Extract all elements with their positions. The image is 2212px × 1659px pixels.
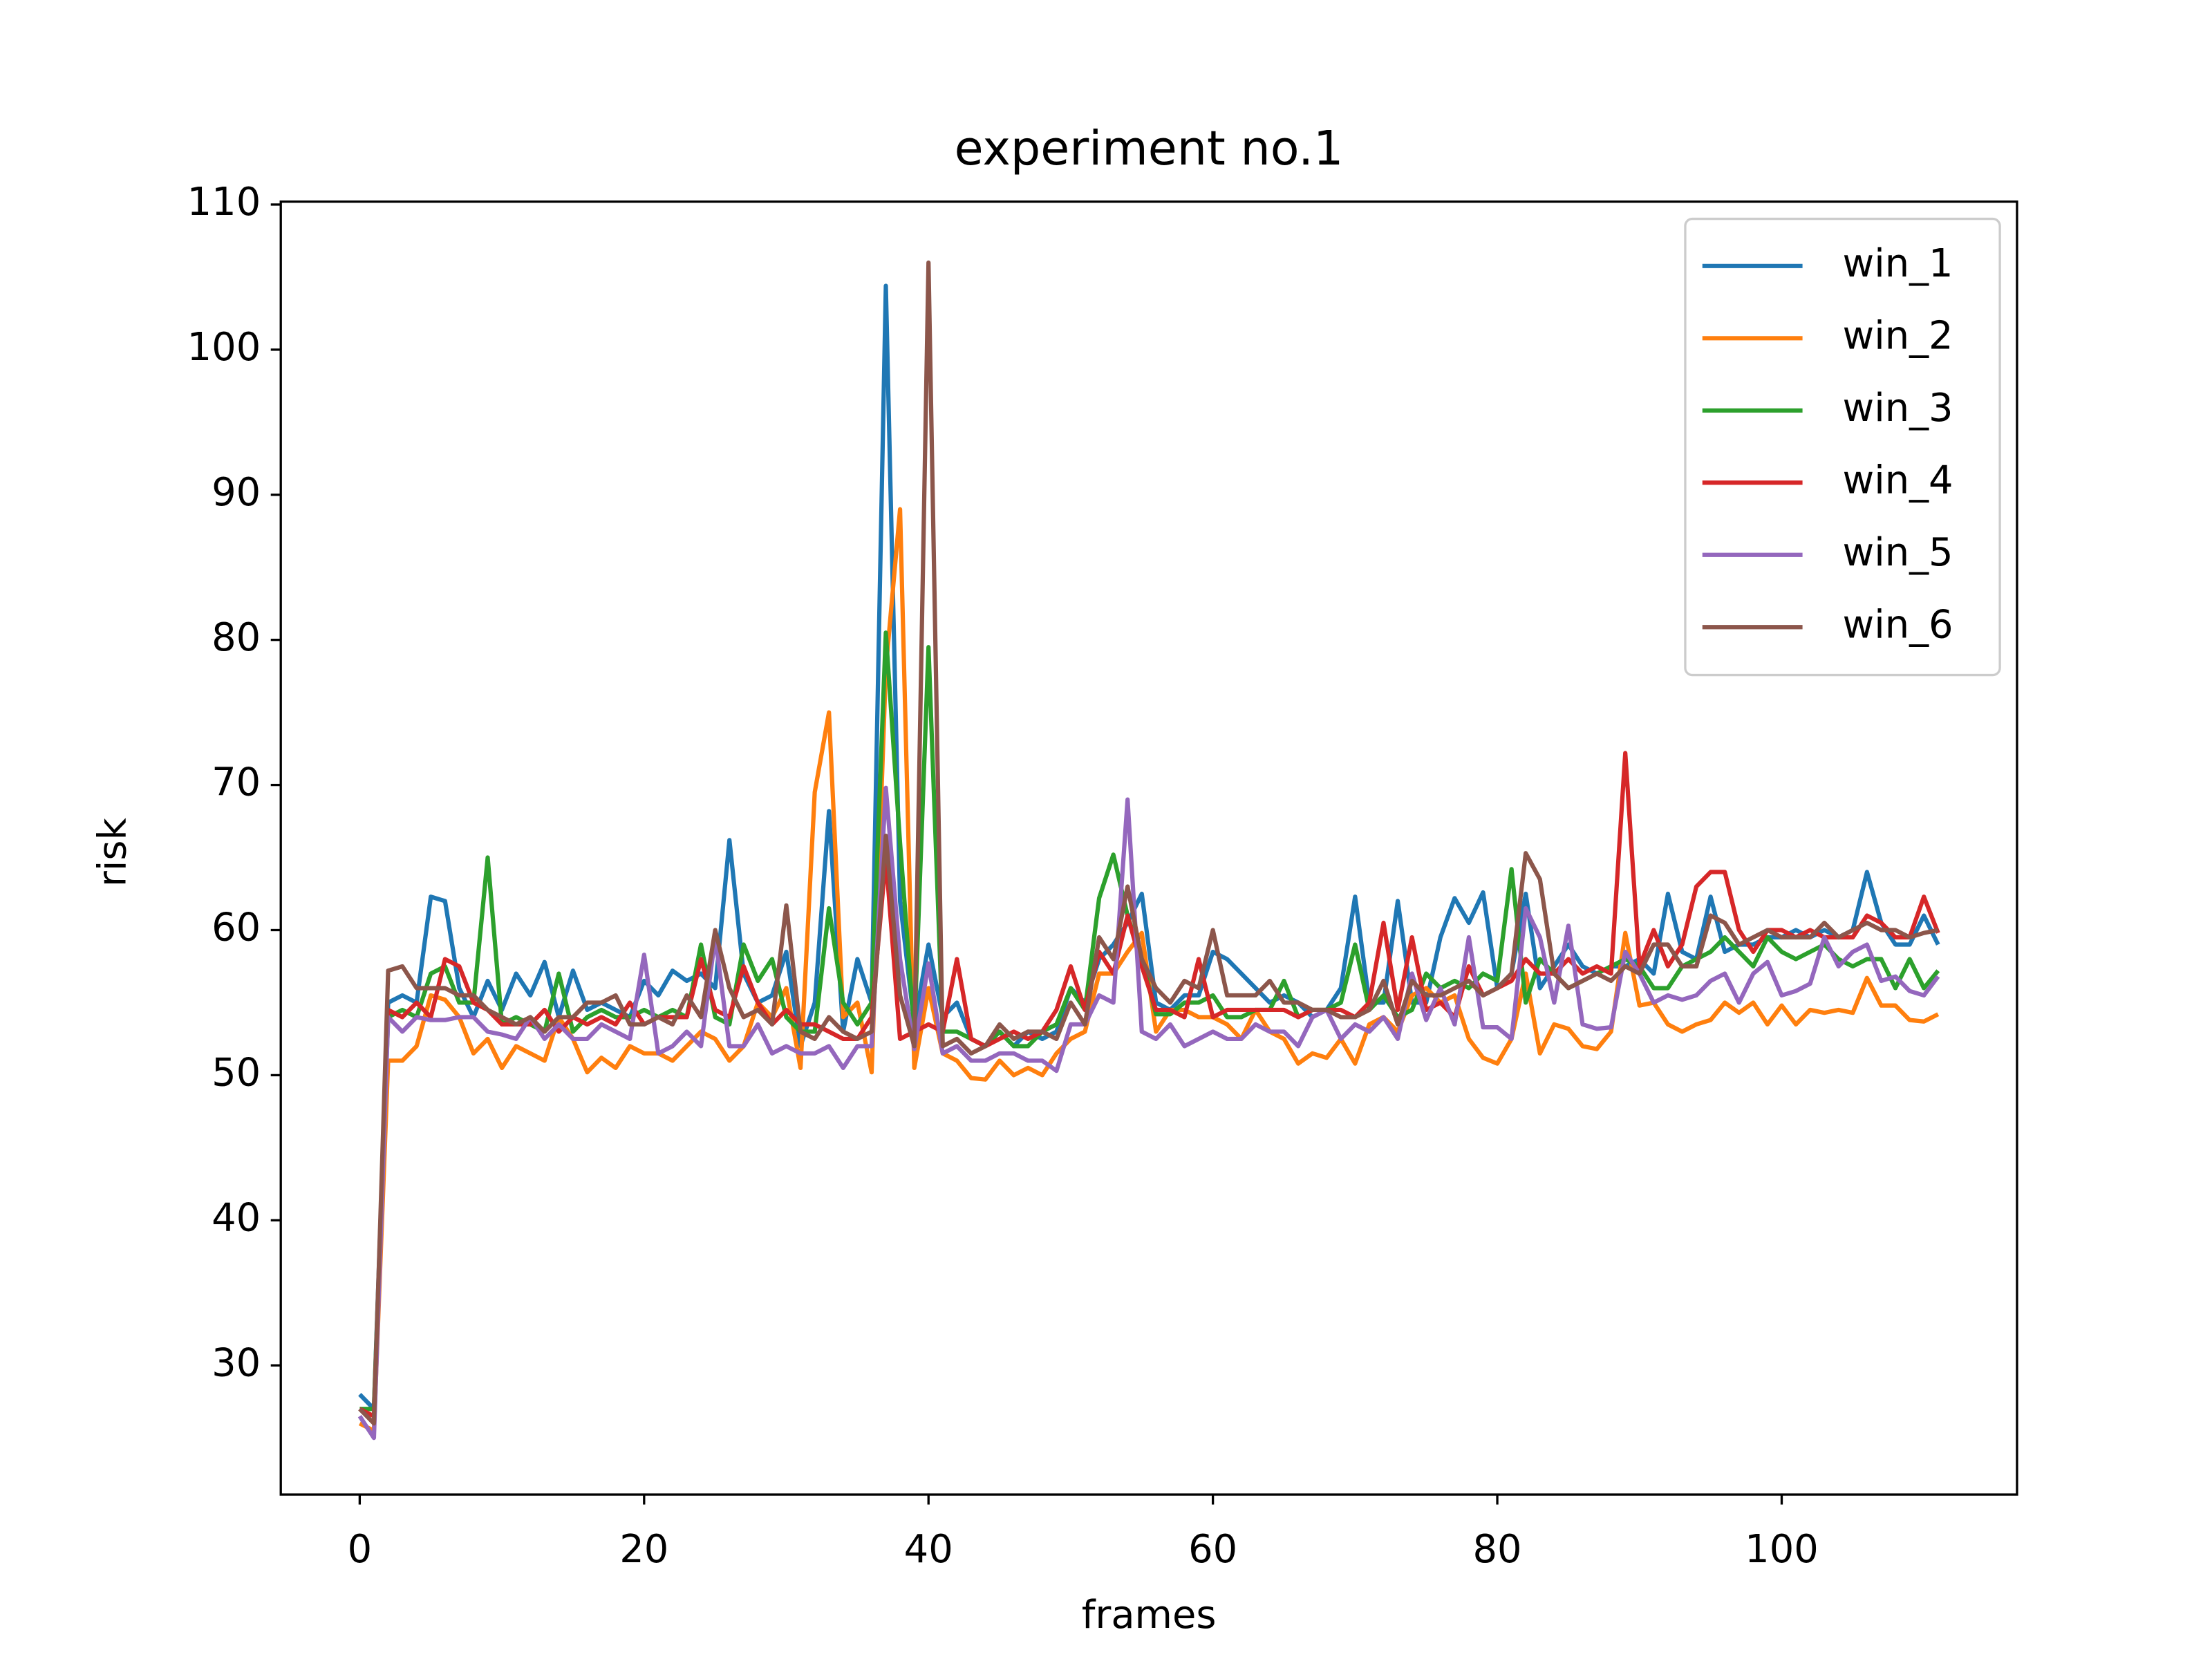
chart-title: experiment no.1 (955, 122, 1344, 176)
legend-label: win_1 (1843, 241, 1953, 286)
y-tick-label: 40 (212, 1195, 261, 1240)
legend-label: win_3 (1843, 386, 1953, 431)
y-tick-label: 110 (187, 180, 261, 225)
y-tick-label: 50 (212, 1051, 261, 1096)
y-tick-label: 80 (212, 615, 261, 660)
x-tick-label: 0 (348, 1527, 373, 1572)
legend-label: win_4 (1843, 458, 1953, 503)
series-line (357, 785, 1940, 1441)
legend-label: win_5 (1843, 530, 1953, 575)
plot-frame (279, 200, 2018, 1496)
y-tick-label: 30 (212, 1340, 261, 1385)
x-tick-label: 20 (619, 1527, 668, 1572)
x-tick-label: 80 (1473, 1527, 1522, 1572)
y-tick-label: 90 (212, 470, 261, 515)
legend-label: win_2 (1843, 313, 1953, 358)
legend-box (1684, 217, 2001, 677)
x-tick-label: 100 (1745, 1527, 1819, 1572)
series-line (358, 260, 1939, 1426)
x-tick-label: 60 (1188, 1527, 1237, 1572)
legend-label: win_6 (1843, 602, 1953, 647)
x-tick-label: 40 (904, 1527, 953, 1572)
x-axis-label: frames (1082, 1593, 1217, 1638)
y-tick-label: 70 (212, 760, 261, 805)
y-axis-label: risk (90, 817, 135, 887)
y-tick-label: 100 (187, 325, 261, 370)
y-tick-label: 60 (212, 906, 261, 950)
